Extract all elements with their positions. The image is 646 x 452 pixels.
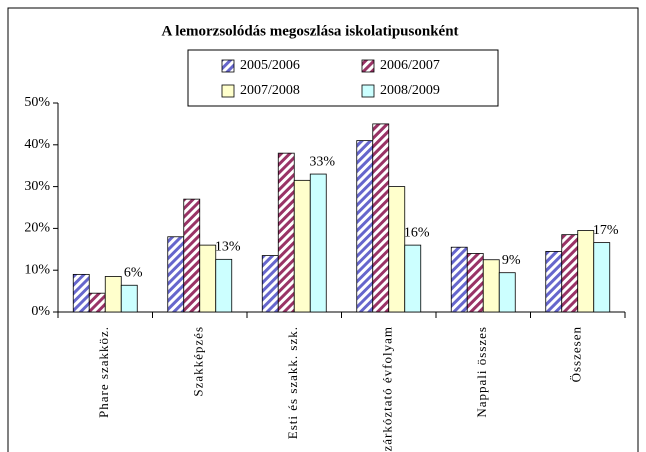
legend-label: 2005/2006 [240,58,300,73]
bar [183,198,201,313]
x-tick-label: Nappali összes [474,326,489,418]
y-tick-label: 10% [24,262,50,277]
legend-swatch [361,84,375,98]
bar [466,253,484,313]
x-tick-label: Esti és szakk. szk. [285,326,300,439]
bar [167,236,185,313]
legend-swatch [221,84,235,98]
y-tick-label: 50% [24,95,50,110]
data-label: 13% [215,240,241,255]
bar [404,244,422,313]
bar [561,234,579,313]
bar [577,230,595,313]
bar [482,259,500,313]
x-tick-label: Összesen [569,326,584,382]
bar [104,276,122,313]
y-tick-label: 20% [24,221,50,236]
bar [356,140,374,313]
legend-box [187,49,499,107]
bar [277,152,295,313]
bar [309,173,327,313]
bar [545,250,563,313]
legend-label: 2008/2009 [380,83,440,98]
x-tick-label: Phare szakköz. [96,326,111,418]
data-label: 17% [593,223,619,238]
legend-swatch [361,59,375,73]
y-tick-label: 0% [31,304,50,319]
bar [388,186,406,313]
data-label: 9% [502,253,521,268]
bar [88,292,106,313]
bar [261,255,279,313]
bar [450,246,468,313]
bar [372,123,390,313]
data-label: 6% [124,265,143,280]
y-tick-label: 30% [24,179,50,194]
data-label: 33% [309,154,335,169]
x-tick-label: Szakképzés [191,326,206,397]
bar [498,272,516,313]
legend-swatch [221,59,235,73]
bar [120,284,138,313]
bar [293,179,311,313]
bar [593,242,611,313]
bar [199,244,217,313]
bar [215,258,233,313]
data-label: 16% [404,225,430,240]
y-tick-label: 40% [24,137,50,152]
legend-label: 2007/2008 [240,83,300,98]
chart-title: A lemorzsolódás megoszlása iskolatipuson… [161,23,458,39]
legend-label: 2006/2007 [380,58,440,73]
x-tick-label: Felzárkóztató évfolyam [380,326,395,452]
bar [72,273,90,313]
